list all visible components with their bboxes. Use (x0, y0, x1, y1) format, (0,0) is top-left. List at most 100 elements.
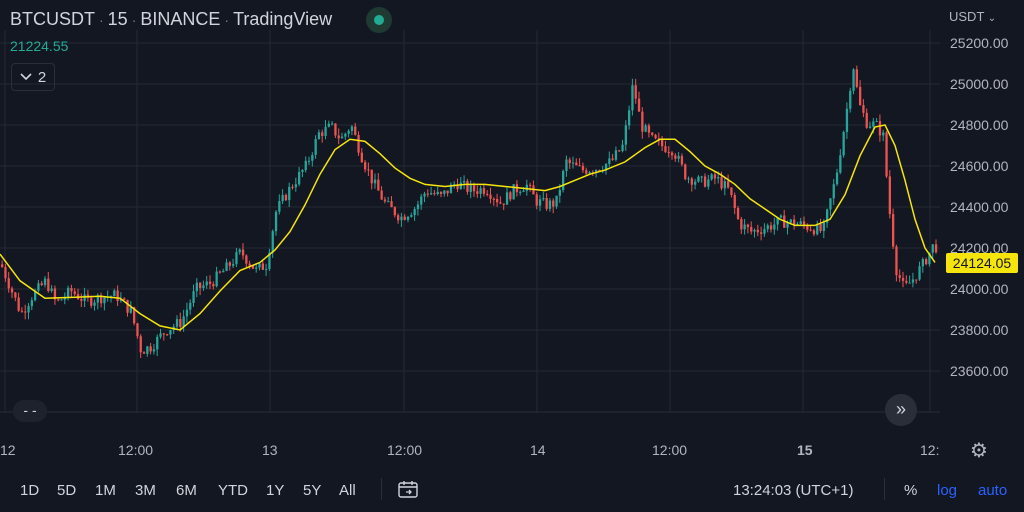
candle-body (505, 192, 509, 205)
candle-body (317, 132, 321, 140)
candle-body (373, 179, 377, 184)
candle-body (835, 172, 839, 185)
price-axis-label: 23800.00 (950, 322, 1009, 338)
candle-body (651, 132, 654, 135)
currency-selector[interactable]: USDT ⌄ (949, 9, 996, 24)
candle-body (852, 69, 855, 91)
indicators-toggle-button[interactable]: 2 (11, 63, 55, 91)
candle-body (793, 219, 796, 226)
time-axis-label: 14 (530, 442, 546, 458)
candle-body (340, 136, 344, 139)
candle-body (859, 86, 862, 106)
candle-body (43, 278, 47, 286)
gear-icon[interactable]: ⚙ (970, 440, 988, 462)
candle-body (624, 125, 627, 145)
candle-body (278, 201, 281, 212)
candle-body (934, 244, 938, 253)
scroll-to-realtime-button[interactable]: » (885, 394, 917, 426)
candle-body (918, 266, 921, 280)
candle-body (327, 123, 330, 127)
candle-body (604, 163, 608, 171)
range-button-3m[interactable]: 3M (135, 482, 156, 499)
candle-body (380, 190, 383, 200)
candle-body (598, 170, 601, 172)
candle-body (156, 336, 159, 350)
range-button-1y[interactable]: 1Y (266, 482, 285, 499)
hide-toolbar-button[interactable]: - - (13, 400, 47, 422)
candle-body (608, 158, 611, 164)
candle-body (400, 216, 403, 221)
log-scale-button[interactable]: log (937, 482, 958, 499)
candle-body (575, 162, 578, 166)
candle-body (24, 311, 27, 313)
market-status-icon[interactable] (366, 7, 392, 33)
candle-body (383, 199, 387, 202)
range-button-5y[interactable]: 5Y (303, 482, 322, 499)
candle-body (489, 194, 492, 199)
time-axis-label: 12:00 (652, 442, 687, 458)
candle-body (314, 139, 317, 155)
candle-body (486, 193, 489, 195)
candle-body (842, 131, 845, 156)
candle-body (268, 252, 271, 269)
candle-body (710, 174, 713, 180)
candle-body (911, 279, 915, 283)
candle-body (928, 252, 931, 265)
symbol-name[interactable]: BTCUSDT (10, 9, 95, 29)
range-button-1d[interactable]: 1D (20, 482, 40, 499)
percent-scale-button[interactable]: % (904, 482, 918, 499)
calendar-goto-icon[interactable] (398, 480, 418, 498)
auto-scale-button[interactable]: auto (978, 482, 1008, 499)
candle-body (684, 164, 687, 180)
candle-body (829, 198, 832, 210)
candle-body (888, 176, 891, 215)
candle-body (826, 209, 829, 223)
candle-body (73, 291, 76, 295)
candle-body (703, 176, 707, 187)
candle-body (1, 264, 4, 267)
candle-body (727, 181, 730, 188)
candle-body (855, 69, 858, 87)
range-button-ytd[interactable]: YTD (218, 482, 248, 499)
candle-body (819, 223, 822, 232)
candle-body (245, 255, 248, 264)
candle-body (215, 271, 218, 287)
price-axis-label: 24200.00 (950, 240, 1009, 256)
candle-body (862, 105, 865, 113)
candle-body (717, 177, 720, 179)
candle-body (139, 336, 142, 353)
candle-body (307, 160, 311, 162)
chevron-down-icon (20, 73, 32, 81)
candle-body (57, 299, 60, 301)
candle-body (677, 155, 680, 159)
candle-body (113, 290, 116, 297)
candle-body (83, 294, 86, 301)
candle-body (773, 224, 776, 230)
chart-interval[interactable]: 15 (107, 9, 128, 29)
candle-body (565, 159, 568, 171)
candle-body (588, 172, 591, 174)
symbol-header[interactable]: BTCUSDT · 15 · BINANCE · TradingView (10, 9, 332, 30)
range-button-5d[interactable]: 5D (57, 482, 77, 499)
candle-body (786, 222, 789, 228)
candle-body (367, 169, 370, 171)
candle-body (809, 229, 812, 231)
candle-body (674, 155, 677, 159)
candle-body (687, 178, 690, 180)
clock-timezone[interactable]: 13:24:03 (UTC+1) (733, 482, 854, 499)
candle-body (30, 300, 33, 307)
range-button-all[interactable]: All (339, 482, 356, 499)
range-button-1m[interactable]: 1M (95, 482, 116, 499)
current-price-tag: 24124.05 (946, 253, 1018, 273)
candle-body (40, 283, 43, 286)
separator-dot: · (131, 12, 137, 28)
time-axis-label: 13 (262, 442, 278, 458)
range-button-6m[interactable]: 6M (176, 482, 197, 499)
candle-body (865, 112, 868, 128)
candle-body (129, 307, 132, 313)
candle-body (162, 333, 165, 335)
price-axis-label: 23600.00 (950, 363, 1009, 379)
candle-body (430, 193, 433, 195)
candle-body (126, 299, 129, 313)
